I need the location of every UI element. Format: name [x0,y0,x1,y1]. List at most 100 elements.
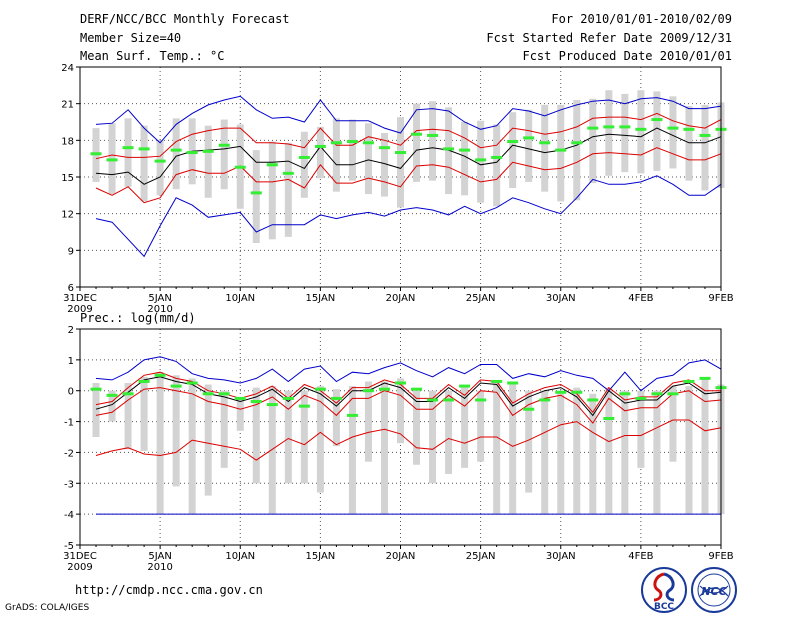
median-marker [186,381,198,385]
x-tick-label: 20JAN [386,551,416,562]
series-line-min [95,419,722,461]
ensemble-box [413,390,421,465]
median-marker [603,416,615,420]
x-tick-year: 2010 [147,304,172,315]
ensemble-box [188,378,196,515]
median-marker [475,398,487,402]
ensemble-box [124,118,132,187]
x-tick-label: 31DEC [63,293,97,304]
median-marker [491,155,503,159]
median-marker [651,118,663,122]
median-marker [587,126,599,130]
median-marker [378,387,390,391]
median-marker [170,384,182,388]
x-tick-label: 31DEC [63,551,97,562]
median-marker [523,407,535,411]
median-marker [202,392,214,396]
y-tick-label: 18 [61,136,74,147]
ensemble-box [332,118,340,192]
ensemble-box [621,93,629,173]
ensemble-box [669,96,677,169]
x-tick-label: 30JAN [546,293,576,304]
y-tick-label: 0 [68,387,74,398]
median-marker [459,148,471,152]
median-marker [250,400,262,404]
x-tick-label: 4FEB [628,551,653,562]
ensemble-box [557,390,565,515]
bcc-logo-text: BCC [654,602,674,612]
ensemble-box [156,140,164,196]
ensemble-box [541,104,549,192]
produced-date: Fcst Produced Date 2010/01/01 [522,49,732,63]
median-marker [411,387,423,391]
footer-url[interactable]: http://cmdp.ncc.cma.gov.cn [75,583,263,597]
ensemble-box [236,399,244,431]
median-marker [234,396,246,400]
ensemble-box [589,393,597,515]
median-marker [619,125,631,129]
median-marker [635,127,647,131]
ensemble-box [140,376,148,451]
median-marker [122,392,134,396]
median-marker [571,390,583,394]
x-tick-label: 5JAN [148,293,171,304]
ensemble-box [252,150,260,243]
median-marker [346,140,358,144]
ensemble-box [332,389,340,447]
x-tick-year: 2009 [67,304,92,315]
median-marker [443,147,455,151]
ensemble-box [140,125,148,202]
series-line-lower [95,147,722,204]
ensemble-box [557,104,565,202]
ensemble-box [380,133,388,197]
ensemble-box [669,386,677,462]
ensemble-box [156,372,164,515]
x-tick-label: 4FEB [628,293,653,304]
ensemble-box [573,387,581,515]
x-tick-label: 9FEB [708,551,733,562]
median-marker [507,381,519,385]
member-size-label: Member Size=40 [80,31,182,45]
refer-date: Fcst Started Refer Date 2009/12/31 [486,31,732,45]
ensemble-box [477,390,485,462]
median-marker [475,158,487,162]
chart-title: DERF/NCC/BCC Monthly Forecast [80,12,290,26]
series-line-max [95,95,722,144]
series-line-min [95,175,722,258]
median-marker [106,393,118,397]
bcc-logo-icon: BCC [641,567,687,613]
median-marker [443,398,455,402]
ensemble-box [445,390,453,475]
series-line-mean [95,127,722,185]
ensemble-box [445,107,453,195]
ensemble-box [477,120,485,203]
median-marker [362,141,374,145]
median-marker [571,141,583,145]
median-marker [266,163,278,167]
ensemble-box [108,390,116,422]
x-tick-label: 9FEB [708,293,733,304]
ensemble-box [685,106,693,181]
ensemble-box [284,390,292,484]
y-tick-label: 1 [68,356,74,367]
median-marker [395,381,406,385]
x-tick-label: 20JAN [386,293,416,304]
ensemble-box [653,390,661,515]
x-tick-label: 30JAN [546,551,576,562]
ensemble-box [509,112,517,188]
median-marker [395,151,406,155]
ensemble-box [397,378,404,444]
median-marker [667,126,679,130]
median-marker [170,148,182,152]
y-tick-label: 24 [61,63,74,74]
median-marker [314,387,326,391]
x-tick-label: 15JAN [305,551,335,562]
ensemble-box [92,383,100,437]
ensemble-box [397,117,404,208]
ensemble-box [589,98,597,184]
ensemble-box [300,390,308,484]
median-marker [507,140,519,144]
x-tick-label: 5JAN [148,551,171,562]
median-marker [587,398,599,402]
